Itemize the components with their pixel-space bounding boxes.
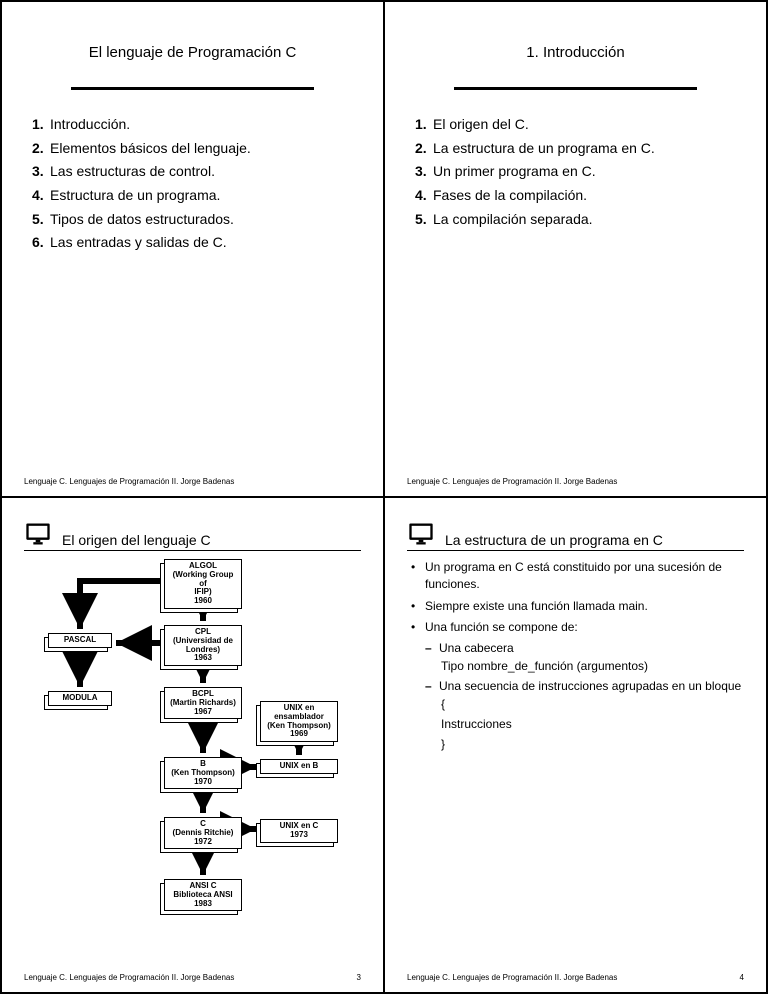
item-text: El origen del C. bbox=[433, 114, 529, 136]
list-item: 6.Las entradas y salidas de C. bbox=[32, 232, 361, 254]
bullet-item: Un programa en C está constituido por un… bbox=[411, 559, 744, 594]
brace-close: } bbox=[407, 737, 744, 751]
slide-footer: Lenguaje C. Lenguajes de Programación II… bbox=[407, 967, 744, 982]
slide3-header: El origen del lenguaje C bbox=[24, 520, 361, 551]
slide-2: 1. Introducción 1.El origen del C. 2.La … bbox=[384, 1, 767, 497]
flow-node-pascal: PASCAL bbox=[48, 633, 112, 648]
list-item: 2.Elementos básicos del lenguaje. bbox=[32, 138, 361, 160]
flow-node-algol: ALGOL(Working Group ofIFIP)1960 bbox=[164, 559, 242, 609]
list-item: 4.Estructura de un programa. bbox=[32, 185, 361, 207]
slide4-sublist2: Una secuencia de instrucciones agrupadas… bbox=[407, 679, 744, 697]
item-text: La compilación separada. bbox=[433, 209, 593, 231]
computer-icon bbox=[24, 520, 52, 548]
list-item: 3.Las estructuras de control. bbox=[32, 161, 361, 183]
flowchart: ALGOL(Working Group ofIFIP)1960 CPL(Unive… bbox=[24, 559, 361, 967]
page-number: 3 bbox=[357, 973, 361, 982]
item-text: Introducción. bbox=[50, 114, 130, 136]
footer-text: Lenguaje C. Lenguajes de Programación II… bbox=[407, 477, 617, 486]
flow-node-cpl: CPL(Universidad deLondres)1963 bbox=[164, 625, 242, 666]
footer-text: Lenguaje C. Lenguajes de Programación II… bbox=[407, 973, 617, 982]
computer-icon bbox=[407, 520, 435, 548]
flow-node-unixasm: UNIX enensamblador(Ken Thompson)1969 bbox=[260, 701, 338, 742]
slide-footer: Lenguaje C. Lenguajes de Programación II… bbox=[407, 471, 744, 486]
slide-footer: Lenguaje C. Lenguajes de Programación II… bbox=[24, 471, 361, 486]
slide-3: El origen del lenguaje C bbox=[1, 497, 384, 993]
list-item: 5.La compilación separada. bbox=[415, 209, 744, 231]
proto-line: Tipo nombre_de_función (argumentos) bbox=[407, 659, 744, 673]
list-item: 1.Introducción. bbox=[32, 114, 361, 136]
slide2-title: 1. Introducción bbox=[407, 44, 744, 61]
item-text: Estructura de un programa. bbox=[50, 185, 220, 207]
brace-open: { bbox=[407, 697, 744, 711]
item-text: Fases de la compilación. bbox=[433, 185, 587, 207]
list-item: 5.Tipos de datos estructurados. bbox=[32, 209, 361, 231]
flow-node-bcpl: BCPL(Martin Richards)1967 bbox=[164, 687, 242, 719]
list-item: 2.La estructura de un programa en C. bbox=[415, 138, 744, 160]
flow-node-b: B(Ken Thompson)1970 bbox=[164, 757, 242, 789]
item-text: Un primer programa en C. bbox=[433, 161, 596, 183]
flow-node-c: C(Dennis Ritchie)1972 bbox=[164, 817, 242, 849]
list-item: 4.Fases de la compilación. bbox=[415, 185, 744, 207]
list-item: 1.El origen del C. bbox=[415, 114, 744, 136]
slide4-bullets: Un programa en C está constituido por un… bbox=[407, 559, 744, 641]
flow-node-modula: MODULA bbox=[48, 691, 112, 706]
title-rule bbox=[454, 87, 697, 90]
list-item: 3.Un primer programa en C. bbox=[415, 161, 744, 183]
footer-text: Lenguaje C. Lenguajes de Programación II… bbox=[24, 973, 234, 982]
item-text: Las estructuras de control. bbox=[50, 161, 215, 183]
slide1-list: 1.Introducción. 2.Elementos básicos del … bbox=[24, 114, 361, 256]
instructions-label: Instrucciones bbox=[407, 717, 744, 731]
item-text: Tipos de datos estructurados. bbox=[50, 209, 234, 231]
bullet-item: Una función se compone de: bbox=[411, 619, 744, 636]
flow-node-unixb: UNIX en B bbox=[260, 759, 338, 774]
item-text: Las entradas y salidas de C. bbox=[50, 232, 227, 254]
sub-item: Una secuencia de instrucciones agrupadas… bbox=[425, 679, 744, 693]
slide1-title: El lenguaje de Programación C bbox=[24, 44, 361, 61]
slide-1: El lenguaje de Programación C 1.Introduc… bbox=[1, 1, 384, 497]
slide-grid: El lenguaje de Programación C 1.Introduc… bbox=[0, 0, 768, 994]
slide4-title: La estructura de un programa en C bbox=[445, 532, 744, 548]
bullet-item: Siempre existe una función llamada main. bbox=[411, 598, 744, 615]
page-number: 4 bbox=[740, 973, 744, 982]
slide3-title: El origen del lenguaje C bbox=[62, 532, 361, 548]
slide4-sublist: Una cabecera bbox=[407, 641, 744, 659]
footer-text: Lenguaje C. Lenguajes de Programación II… bbox=[24, 477, 234, 486]
slide2-list: 1.El origen del C. 2.La estructura de un… bbox=[407, 114, 744, 232]
sub-item: Una cabecera bbox=[425, 641, 744, 655]
flow-node-unixc: UNIX en C1973 bbox=[260, 819, 338, 843]
item-text: Elementos básicos del lenguaje. bbox=[50, 138, 251, 160]
title-rule bbox=[71, 87, 314, 90]
item-text: La estructura de un programa en C. bbox=[433, 138, 655, 160]
slide4-header: La estructura de un programa en C bbox=[407, 520, 744, 551]
flow-node-ansi: ANSI CBiblioteca ANSI1983 bbox=[164, 879, 242, 911]
slide-4: La estructura de un programa en C Un pro… bbox=[384, 497, 767, 993]
slide-footer: Lenguaje C. Lenguajes de Programación II… bbox=[24, 967, 361, 982]
